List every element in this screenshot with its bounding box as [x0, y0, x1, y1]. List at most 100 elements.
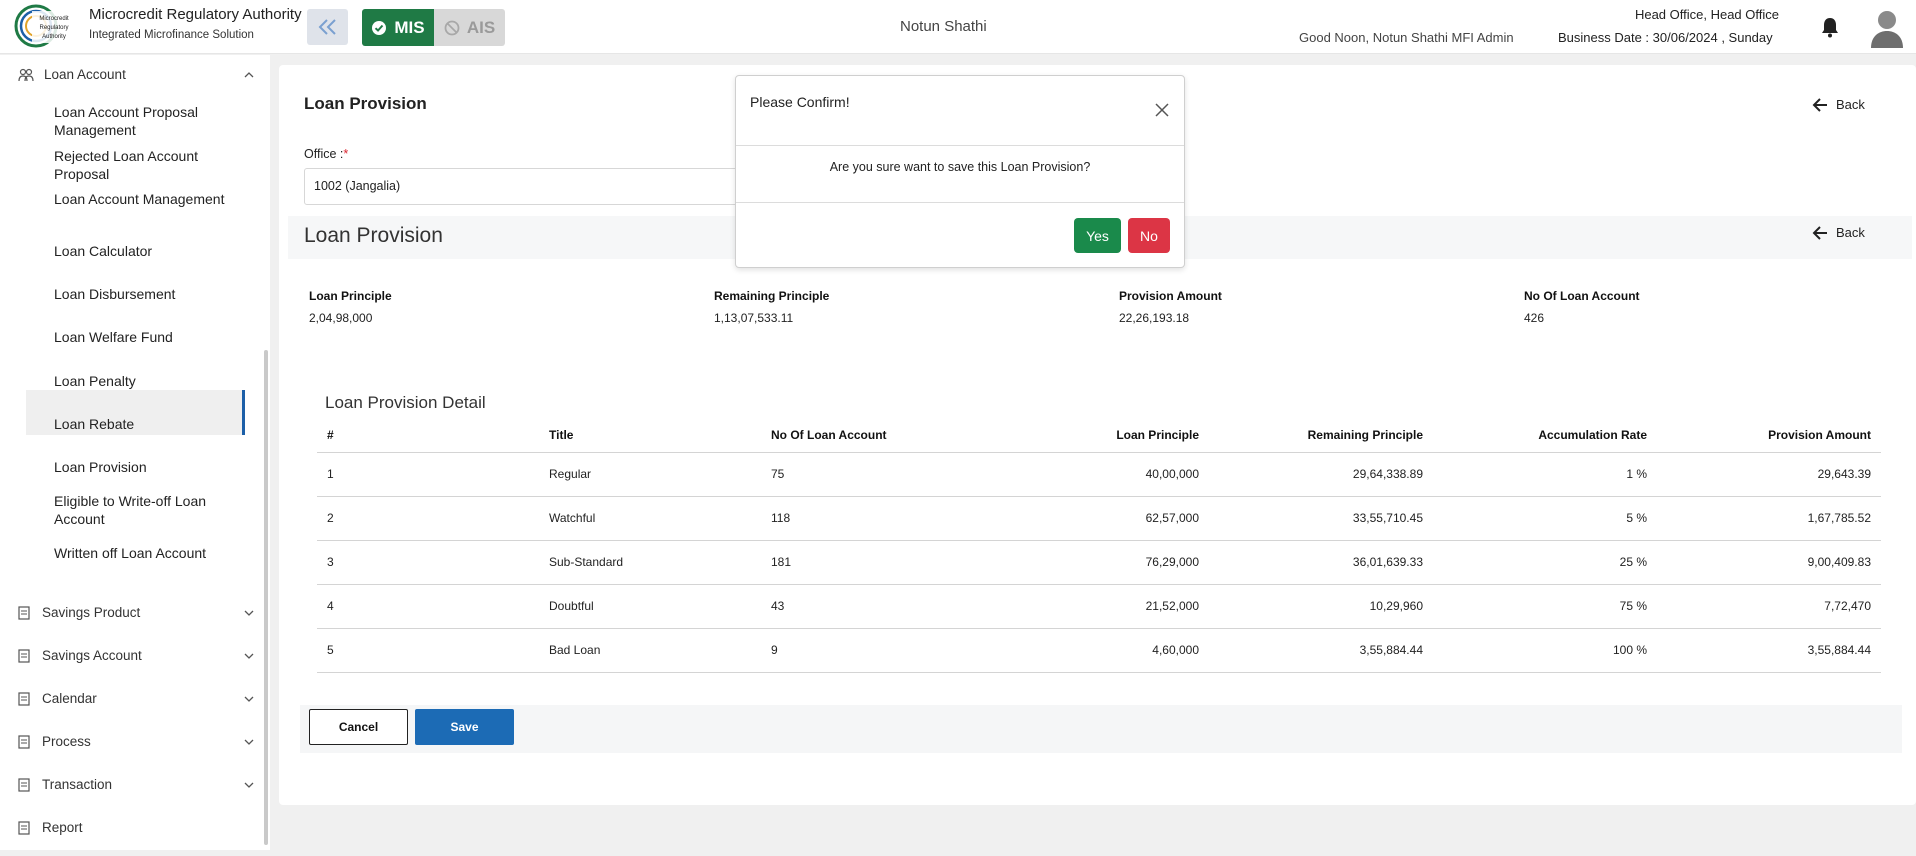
mra-logo: Microcredit Regulatory Authority	[14, 4, 78, 48]
business-date: Business Date : 30/06/2024 , Sunday	[1558, 30, 1773, 45]
sidebar-item-loan-penalty[interactable]: Loan Penalty	[54, 373, 136, 389]
sidebar-group-label: Transaction	[42, 777, 113, 792]
ledger-icon	[18, 648, 30, 663]
mis-ais-toggle: MIS AIS	[362, 9, 505, 46]
top-header: Microcredit Regulatory Authority Microcr…	[0, 0, 1916, 54]
check-circle-icon	[372, 20, 387, 35]
cell-title: Sub-Standard	[539, 540, 761, 585]
back-button-top[interactable]: Back	[1812, 97, 1865, 112]
summary-value: 22,26,193.18	[1119, 311, 1190, 325]
sidebar-item-report[interactable]: Report	[18, 820, 254, 835]
cell-provision-amount: 29,643.39	[1657, 452, 1881, 497]
sidebar-group-transaction[interactable]: Transaction	[18, 777, 254, 792]
no-button[interactable]: No	[1128, 218, 1170, 253]
cell-loan-principle: 40,00,000	[985, 452, 1209, 497]
table-header-row: # Title No Of Loan Account Loan Principl…	[317, 418, 1881, 453]
ledger-icon	[18, 691, 30, 706]
cell-no-of-loan-account: 9	[761, 628, 985, 673]
sidebar-group-label: Savings Account	[42, 648, 142, 663]
sidebar-item-loan-account-proposal-management[interactable]: Loan Account Proposal Management	[54, 104, 198, 138]
sidebar-item-eligible-write-off[interactable]: Eligible to Write-off Loan Account	[54, 493, 207, 527]
sidebar-item-loan-calculator[interactable]: Loan Calculator	[54, 243, 153, 259]
dialog-message: Are you sure want to save this Loan Prov…	[829, 160, 1091, 174]
arrow-left-icon	[1812, 225, 1827, 240]
cell-provision-amount: 7,72,470	[1657, 584, 1881, 629]
chevron-down-icon	[244, 782, 254, 788]
sidebar-scrollbar[interactable]	[264, 350, 268, 845]
cell-title: Doubtful	[539, 584, 761, 629]
cell-provision-amount: 3,55,884.44	[1657, 628, 1881, 673]
svg-text:Regulatory: Regulatory	[39, 25, 68, 31]
mis-button[interactable]: MIS	[362, 9, 434, 46]
summary-value: 426	[1524, 311, 1545, 325]
sidebar-group-savings-product[interactable]: Savings Product	[18, 605, 254, 620]
branch-name: Head Office, Head Office	[1634, 7, 1779, 22]
sidebar-group-loan-account[interactable]: Loan Account	[18, 67, 254, 82]
user-avatar-icon[interactable]	[1869, 8, 1905, 48]
summary-provision-amount: Provision Amount 22,26,193.18	[1119, 289, 1222, 325]
yes-button[interactable]: Yes	[1074, 218, 1121, 253]
cell-remaining-principle: 10,29,960	[1209, 584, 1433, 629]
cell-provision-amount: 1,67,785.52	[1657, 496, 1881, 541]
cell-index: 2	[317, 496, 539, 541]
table-row: 2 Watchful 118 62,57,000 33,55,710.45 5 …	[317, 496, 1881, 541]
sidebar-group-savings-account[interactable]: Savings Account	[18, 648, 254, 663]
bell-icon[interactable]	[1820, 16, 1840, 38]
sidebar-group-calendar[interactable]: Calendar	[18, 691, 254, 706]
cell-loan-principle: 4,60,000	[985, 628, 1209, 673]
sidebar-item-loan-provision[interactable]: Loan Provision	[54, 459, 147, 475]
ledger-icon	[18, 734, 30, 749]
ais-button[interactable]: AIS	[434, 9, 505, 46]
back-label: Back	[1836, 225, 1865, 240]
double-chevron-left-icon	[318, 19, 336, 35]
cell-provision-amount: 9,00,409.83	[1657, 540, 1881, 585]
cell-index: 1	[317, 452, 539, 497]
sidebar-collapse-button[interactable]	[307, 9, 348, 45]
office-select[interactable]: 1002 (Jangalia)	[304, 168, 756, 205]
sidebar-group-label: Calendar	[42, 691, 97, 706]
cell-loan-principle: 21,52,000	[985, 584, 1209, 629]
cell-index: 5	[317, 628, 539, 673]
close-icon[interactable]	[1154, 102, 1170, 118]
sidebar-group-label: Loan Account	[44, 67, 126, 82]
cell-index: 3	[317, 540, 539, 585]
summary-label: No Of Loan Account	[1524, 289, 1640, 303]
ais-label: AIS	[466, 17, 496, 37]
confirm-dialog: Please Confirm! Are you sure want to sav…	[735, 75, 1185, 268]
org-name: Microcredit Regulatory Authority	[89, 6, 302, 23]
chevron-down-icon	[244, 610, 254, 616]
sidebar-item-loan-account-management[interactable]: Loan Account Management	[54, 191, 225, 207]
back-button-section[interactable]: Back	[1812, 225, 1865, 240]
form-action-bar	[300, 705, 1902, 753]
summary-value: 1,13,07,533.11	[714, 311, 794, 325]
chevron-up-icon	[244, 71, 254, 77]
required-asterisk: *	[343, 147, 349, 161]
sidebar	[0, 55, 270, 850]
mis-label: MIS	[394, 17, 425, 37]
dialog-title: Please Confirm!	[750, 94, 850, 110]
svg-text:Microcredit: Microcredit	[39, 16, 69, 22]
sidebar-item-written-off-loan-account[interactable]: Written off Loan Account	[54, 545, 207, 561]
table-row: 4 Doubtful 43 21,52,000 10,29,960 75 % 7…	[317, 584, 1881, 629]
cell-remaining-principle: 29,64,338.89	[1209, 452, 1433, 497]
cell-remaining-principle: 33,55,710.45	[1209, 496, 1433, 541]
chevron-down-icon	[244, 696, 254, 702]
cancel-button[interactable]: Cancel	[309, 709, 408, 745]
cell-no-of-loan-account: 43	[761, 584, 985, 629]
sidebar-group-label: Report	[42, 820, 83, 835]
ledger-icon	[18, 605, 30, 620]
sidebar-item-loan-welfare-fund[interactable]: Loan Welfare Fund	[54, 329, 173, 345]
chevron-down-icon	[244, 739, 254, 745]
sidebar-item-loan-disbursement[interactable]: Loan Disbursement	[54, 286, 176, 302]
summary-remaining-principle: Remaining Principle 1,13,07,533.11	[714, 289, 829, 325]
cell-no-of-loan-account: 118	[761, 496, 985, 541]
greeting-text: Good Noon, Notun Shathi MFI Admin	[1299, 30, 1514, 45]
sidebar-group-process[interactable]: Process	[18, 734, 254, 749]
section-title: Loan Provision	[304, 224, 443, 247]
sidebar-item-loan-rebate[interactable]: Loan Rebate	[54, 416, 135, 432]
sidebar-item-rejected-loan-account-proposal[interactable]: Rejected Loan Account Proposal	[54, 148, 198, 182]
office-label: Office :*	[304, 147, 348, 161]
office-label-text: Office :	[304, 147, 344, 161]
save-button[interactable]: Save	[415, 709, 514, 745]
summary-loan-principle: Loan Principle 2,04,98,000	[309, 289, 392, 325]
